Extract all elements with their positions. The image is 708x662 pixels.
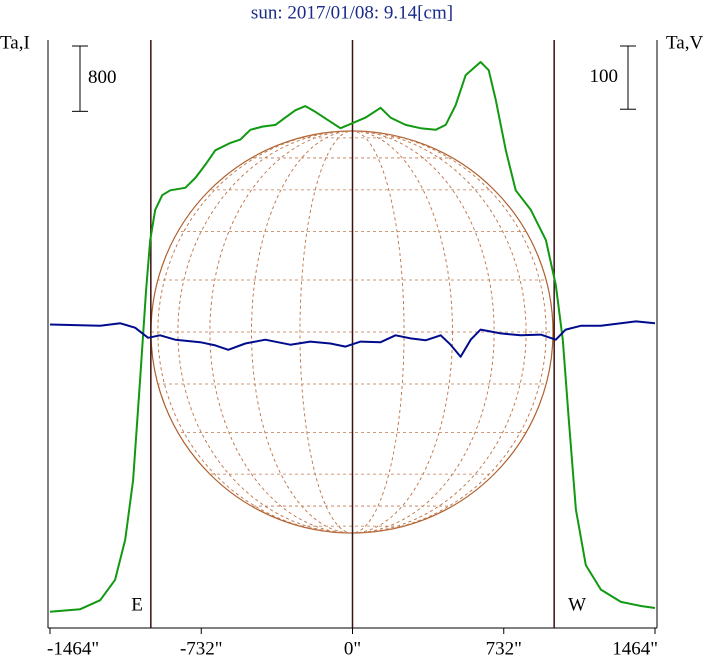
chart-title: sun: 2017/01/08: 9.14[cm] xyxy=(251,2,453,23)
limb-label: E xyxy=(131,594,143,615)
limb-label: W xyxy=(568,594,586,615)
y-axis-label: Ta,I xyxy=(0,32,30,53)
x-tick-label: 1464" xyxy=(612,638,658,659)
scale-bar-label: 800 xyxy=(88,67,117,88)
series-line xyxy=(49,320,656,358)
x-tick-label: -1464" xyxy=(47,638,99,659)
x-tick-label: -732" xyxy=(180,638,223,659)
series-line xyxy=(49,61,656,613)
scale-bar-label: 100 xyxy=(590,66,619,87)
y2-axis-label: Ta,V xyxy=(666,32,703,53)
x-tick-label: 732" xyxy=(486,638,522,659)
x-tick-label: 0" xyxy=(344,638,361,659)
